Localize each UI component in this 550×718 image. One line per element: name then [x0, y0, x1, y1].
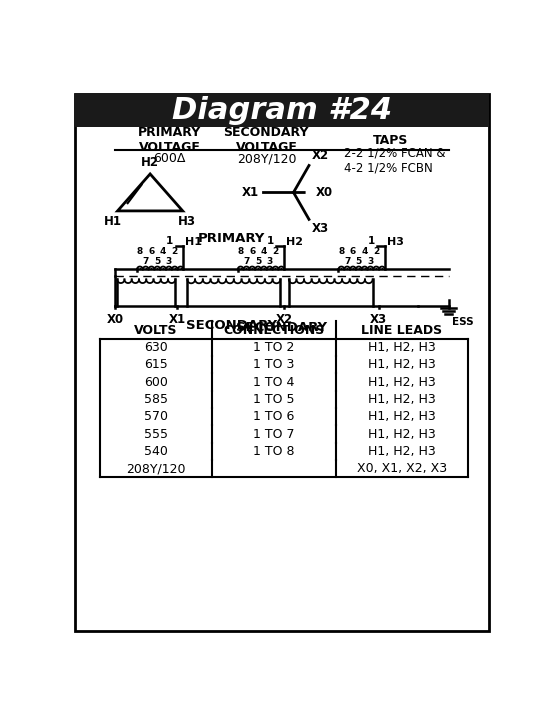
- Text: H1: H1: [185, 237, 202, 247]
- Text: 1 TO 8: 1 TO 8: [254, 445, 295, 458]
- Text: H2: H2: [286, 237, 302, 247]
- Text: 7: 7: [243, 256, 250, 266]
- Text: SECONDARY
VOLTAGE: SECONDARY VOLTAGE: [224, 126, 309, 154]
- Text: 1 TO 7: 1 TO 7: [254, 427, 295, 441]
- FancyBboxPatch shape: [75, 94, 489, 631]
- Text: SECONDARY: SECONDARY: [186, 319, 277, 332]
- Text: X0: X0: [316, 186, 333, 199]
- Text: 6: 6: [249, 247, 255, 256]
- Text: X0: X0: [107, 312, 124, 325]
- Text: 1: 1: [166, 236, 173, 246]
- Text: 1 TO 4: 1 TO 4: [254, 376, 295, 388]
- Text: 6: 6: [350, 247, 356, 256]
- Text: 570: 570: [144, 410, 168, 423]
- Text: 8: 8: [137, 247, 143, 256]
- Text: 5: 5: [255, 256, 261, 266]
- Text: 540: 540: [144, 445, 168, 458]
- Text: 2: 2: [373, 247, 380, 256]
- Text: H1, H2, H3: H1, H2, H3: [368, 376, 436, 388]
- Text: CONNECTIONS: CONNECTIONS: [223, 324, 324, 337]
- Text: 585: 585: [144, 393, 168, 406]
- Text: 4: 4: [160, 247, 166, 256]
- Text: X1: X1: [169, 312, 186, 325]
- Text: 630: 630: [144, 341, 168, 354]
- Text: H1: H1: [104, 215, 122, 228]
- Text: 5: 5: [154, 256, 161, 266]
- Text: 208Y/120: 208Y/120: [126, 462, 186, 475]
- Text: X2: X2: [276, 312, 293, 325]
- Text: VOLTS: VOLTS: [134, 324, 178, 337]
- Text: LINE LEADS: LINE LEADS: [361, 324, 443, 337]
- Text: H1, H2, H3: H1, H2, H3: [368, 410, 436, 423]
- Text: 3: 3: [166, 256, 172, 266]
- Text: ESS: ESS: [452, 317, 473, 327]
- Text: 2: 2: [172, 247, 178, 256]
- Text: H3: H3: [178, 215, 196, 228]
- Text: H1, H2, H3: H1, H2, H3: [368, 341, 436, 354]
- Text: 1 TO 2: 1 TO 2: [254, 341, 295, 354]
- Text: X1: X1: [242, 186, 260, 199]
- Text: 600: 600: [144, 376, 168, 388]
- Text: 6: 6: [148, 247, 155, 256]
- Text: X3: X3: [370, 312, 387, 325]
- Text: X3: X3: [312, 223, 329, 236]
- Text: 1 TO 3: 1 TO 3: [254, 358, 295, 371]
- Text: PRIMARY
VOLTAGE: PRIMARY VOLTAGE: [138, 126, 201, 154]
- Text: 5: 5: [356, 256, 362, 266]
- Text: SECONDARY: SECONDARY: [236, 322, 327, 335]
- Text: 600Δ: 600Δ: [153, 152, 186, 165]
- Text: H1, H2, H3: H1, H2, H3: [368, 393, 436, 406]
- Text: 208Y/120: 208Y/120: [236, 152, 296, 165]
- Text: X2: X2: [312, 149, 329, 162]
- Text: H1, H2, H3: H1, H2, H3: [368, 427, 436, 441]
- Text: 2: 2: [272, 247, 279, 256]
- Text: 2-2 1/2% FCAN &
4-2 1/2% FCBN: 2-2 1/2% FCAN & 4-2 1/2% FCBN: [344, 146, 445, 174]
- Text: 8: 8: [238, 247, 244, 256]
- Text: PRIMARY: PRIMARY: [198, 232, 265, 245]
- Text: TAPS: TAPS: [373, 134, 408, 146]
- Text: 7: 7: [344, 256, 350, 266]
- Text: H1, H2, H3: H1, H2, H3: [368, 358, 436, 371]
- Text: 1 TO 5: 1 TO 5: [254, 393, 295, 406]
- Text: 1: 1: [367, 236, 375, 246]
- Text: 8: 8: [338, 247, 344, 256]
- Text: 3: 3: [267, 256, 273, 266]
- Text: 7: 7: [142, 256, 149, 266]
- Text: 1: 1: [267, 236, 274, 246]
- Text: 3: 3: [367, 256, 373, 266]
- Text: H1, H2, H3: H1, H2, H3: [368, 445, 436, 458]
- Text: H2: H2: [141, 156, 159, 169]
- Text: H3: H3: [387, 237, 403, 247]
- Text: X0, X1, X2, X3: X0, X1, X2, X3: [357, 462, 447, 475]
- Text: 4: 4: [361, 247, 368, 256]
- Text: 555: 555: [144, 427, 168, 441]
- Text: 1 TO 6: 1 TO 6: [254, 410, 295, 423]
- FancyBboxPatch shape: [75, 94, 489, 127]
- Text: Diagram #24: Diagram #24: [172, 95, 392, 124]
- Text: 615: 615: [144, 358, 168, 371]
- Text: 4: 4: [261, 247, 267, 256]
